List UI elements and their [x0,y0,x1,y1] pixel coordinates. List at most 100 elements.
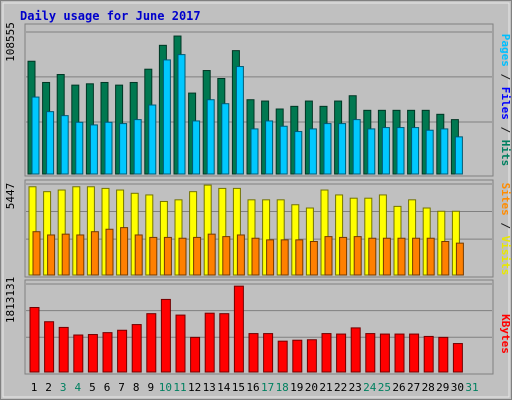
bar-sites-day-5 [90,231,99,276]
bar-sites-day-9 [149,236,158,276]
day-label-4: 4 [74,381,81,394]
bar-kbytes-day-11 [175,314,186,373]
bar-sites-day-29 [441,241,450,276]
bar-sites-day-11 [178,237,187,276]
bar-sites-day-25 [382,237,391,276]
day-label-16: 16 [246,381,259,394]
day-label-17: 17 [261,381,274,394]
bar-kbytes-day-3 [58,326,69,373]
bar-files-day-8 [133,119,142,175]
day-label-13: 13 [203,381,216,394]
series-legend-part: KBytes [499,314,512,354]
series-legend-part: / [499,120,512,140]
bar-sites-day-19 [295,239,304,276]
bar-kbytes-day-19 [292,339,303,373]
day-label-10: 10 [159,381,172,394]
day-labels: 1 2 3 4 5 6 7 8 9 10 11 12 13 14 15 16 17 18 19 20 21 22 23 24 2… [31,381,479,394]
bar-sites-day-8 [134,234,143,276]
bar-files-day-20 [308,128,317,175]
bar-kbytes-day-8 [131,324,142,373]
day-label-7: 7 [118,381,125,394]
bar-sites-day-26 [397,237,406,276]
bar-sites-day-16 [251,237,260,276]
day-label-30: 30 [451,381,464,394]
bar-kbytes-day-20 [306,339,317,373]
bar-sites-day-13 [207,233,216,276]
bar-files-day-26 [396,127,405,175]
day-label-2: 2 [45,381,52,394]
bar-sites-day-12 [193,236,202,276]
bar-kbytes-day-16 [248,333,259,373]
day-label-20: 20 [305,381,318,394]
bar-sites-day-30 [455,242,464,276]
bar-files-day-12 [192,120,201,175]
series-legend: KBytes [499,314,512,354]
series-legend-part: Hits [499,140,512,167]
bar-sites-day-2 [47,234,56,276]
series-legend: Sites / Visits [499,183,512,276]
bar-kbytes-day-5 [87,334,98,373]
day-label-28: 28 [422,381,435,394]
bar-kbytes-day-25 [379,333,390,373]
bar-sites-day-18 [280,239,289,276]
day-label-31: 31 [465,381,478,394]
bar-files-day-11 [177,54,186,175]
bar-sites-day-4 [76,234,85,276]
day-label-6: 6 [104,381,111,394]
day-label-12: 12 [188,381,201,394]
bar-kbytes-day-12 [190,336,201,373]
bar-sites-day-14 [222,236,231,276]
bar-files-day-5 [89,124,98,175]
day-label-3: 3 [60,381,67,394]
day-label-15: 15 [232,381,245,394]
bar-files-day-1 [31,96,40,175]
bar-files-day-15 [235,66,244,175]
bar-sites-day-20 [309,241,318,276]
day-label-18: 18 [276,381,289,394]
bar-sites-day-27 [412,237,421,276]
day-label-21: 21 [319,381,332,394]
bar-kbytes-day-2 [44,321,55,373]
day-label-27: 27 [407,381,420,394]
panel-sites-visits: 5447 Sites / Visits [4,179,512,278]
day-label-23: 23 [349,381,362,394]
bar-files-day-21 [323,123,332,175]
bar-kbytes-day-4 [73,334,84,373]
y-max-label: 5447 [4,183,17,210]
bar-files-day-7 [119,123,128,175]
bar-files-day-23 [352,119,361,175]
bar-kbytes-day-6 [102,332,113,373]
bar-kbytes-day-17 [263,333,274,373]
bar-kbytes-day-23 [350,327,361,373]
bar-files-day-4 [75,121,84,175]
day-label-19: 19 [290,381,303,394]
bar-kbytes-day-30 [452,343,463,373]
series-legend-part: Files [499,87,512,120]
bar-sites-day-1 [32,231,41,276]
day-label-24: 24 [363,381,377,394]
series-legend-part: Visits [499,236,512,276]
bar-sites-day-28 [426,237,435,276]
bar-kbytes-day-9 [146,313,157,373]
bar-kbytes-day-26 [394,333,405,373]
bar-files-day-27 [411,127,420,175]
bar-kbytes-day-10 [160,298,171,373]
series-legend-part: Sites [499,183,512,216]
bar-sites-day-22 [339,236,348,276]
bar-files-day-13 [206,99,215,175]
bar-files-day-14 [221,103,230,175]
bar-files-day-6 [104,121,113,175]
chart-title: Daily usage for June 2017 [20,9,201,23]
bar-files-day-22 [338,123,347,175]
y-max-label: 108555 [4,22,17,62]
bar-files-day-24 [367,128,376,175]
bar-sites-day-17 [266,239,275,276]
bar-kbytes-day-24 [365,333,376,373]
day-label-25: 25 [378,381,391,394]
series-legend-part: Pages [499,34,512,67]
bar-kbytes-day-22 [336,333,347,373]
day-label-8: 8 [133,381,140,394]
bar-files-day-19 [294,131,303,175]
